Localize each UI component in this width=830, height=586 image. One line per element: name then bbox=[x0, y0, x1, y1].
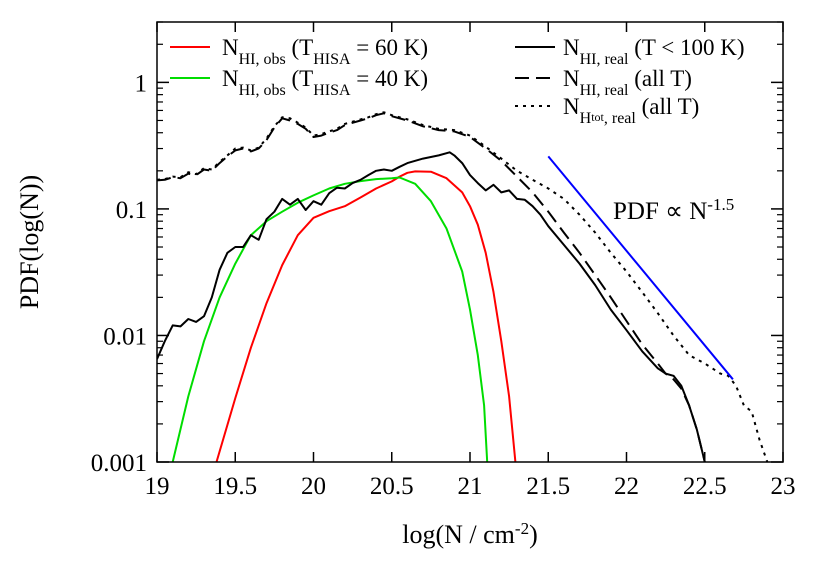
series-layer bbox=[157, 111, 769, 462]
series-line-2 bbox=[171, 176, 489, 462]
y-tick-label: 0.001 bbox=[91, 450, 147, 477]
series-line-5 bbox=[157, 111, 769, 462]
x-tick-label: 21.5 bbox=[526, 473, 570, 500]
x-axis-label: log(N / cm-2) bbox=[402, 519, 538, 550]
power-law-line bbox=[547, 155, 734, 380]
y-axis-label: PDF(log(N)) bbox=[15, 175, 44, 309]
legend-label-2: NHI, obs (THISA = 40 K) bbox=[222, 66, 428, 99]
legend: NHI, obs (THISA = 60 K)NHI, obs (THISA =… bbox=[170, 35, 745, 127]
series-line-3 bbox=[157, 151, 706, 462]
x-tick-label: 19 bbox=[145, 473, 170, 500]
y-tick-label: 0.01 bbox=[103, 323, 147, 350]
series-line-4 bbox=[157, 112, 706, 462]
x-tick-label: 20.5 bbox=[370, 473, 414, 500]
y-tick-label: 0.1 bbox=[116, 197, 147, 224]
x-tick-label: 22.5 bbox=[683, 473, 727, 500]
x-tick-label: 20 bbox=[301, 473, 326, 500]
x-tick-label: 22 bbox=[614, 473, 639, 500]
legend-label-3: NHI, real (T < 100 K) bbox=[563, 35, 745, 68]
legend-label-5: NHtot, real (all T) bbox=[563, 94, 699, 127]
power-law-annotation: PDF ∝ N-1.5 bbox=[613, 195, 734, 226]
x-tick-label: 19.5 bbox=[213, 473, 257, 500]
x-tick-label: 21 bbox=[458, 473, 483, 500]
axis-layer: 19 19.5 20 20.5 21 21.5 22 22.5 23 0.001 0.01 0.1 1 bbox=[91, 21, 796, 500]
y-tick-label: 1 bbox=[135, 70, 148, 97]
legend-label-1: NHI, obs (THISA = 60 K) bbox=[222, 35, 428, 68]
x-tick-label: 23 bbox=[771, 473, 796, 500]
